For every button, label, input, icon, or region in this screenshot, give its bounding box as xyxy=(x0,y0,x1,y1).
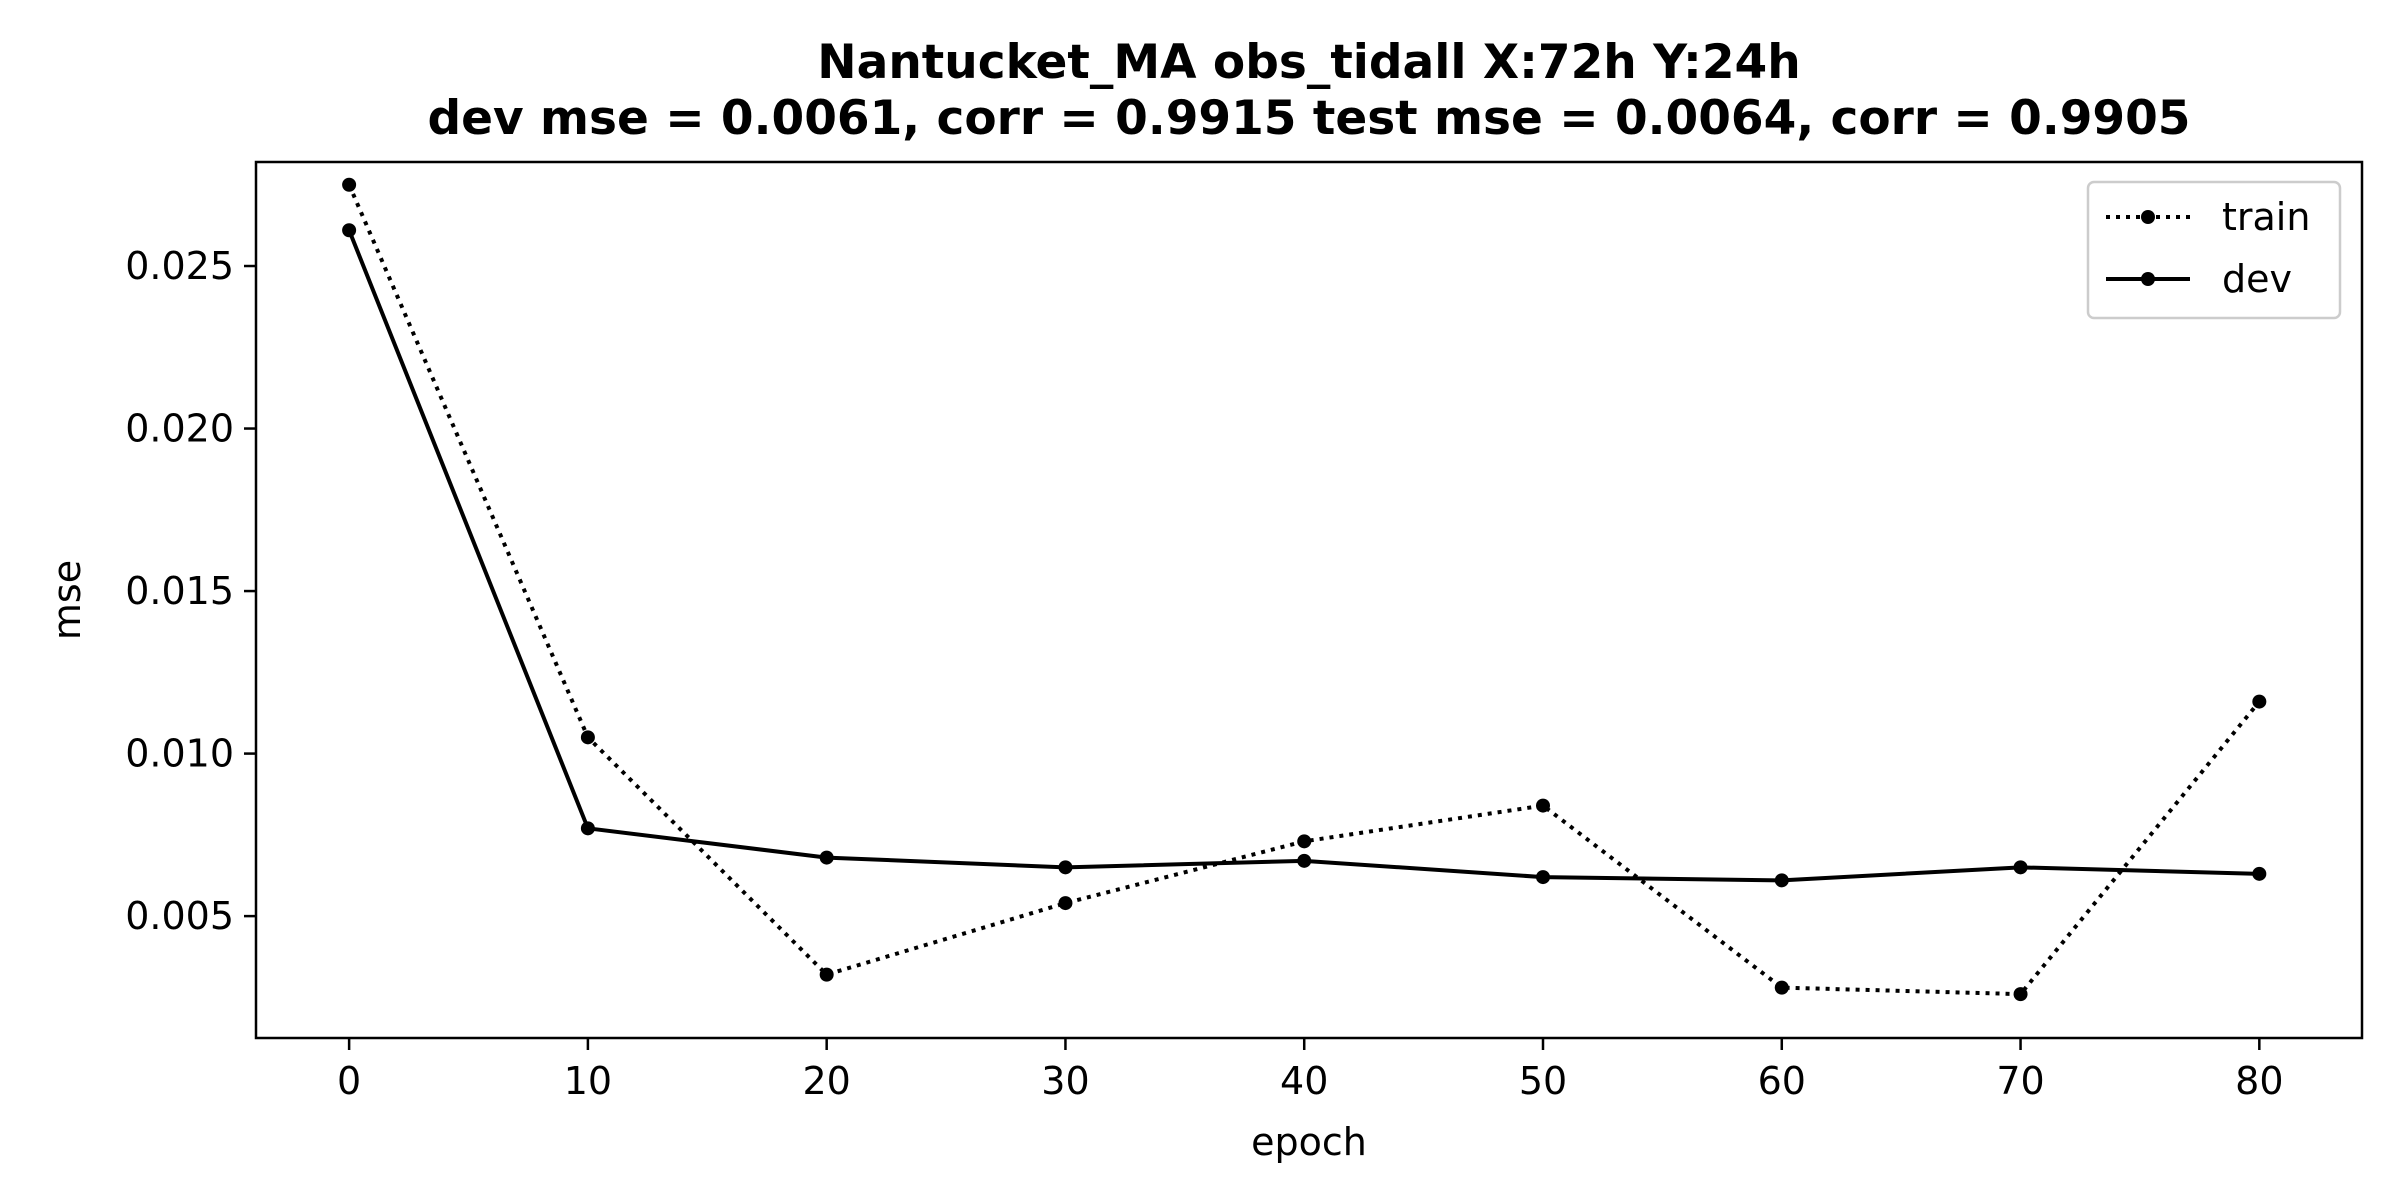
data-point-dev xyxy=(1058,860,1073,875)
data-point-dev xyxy=(580,821,595,836)
data-point-train xyxy=(1536,798,1550,813)
data-point-train xyxy=(819,967,834,982)
data-point-dev xyxy=(2252,866,2267,881)
data-point-dev xyxy=(819,850,834,865)
legend: train dev xyxy=(2086,180,2342,320)
x-tick-label: 0 xyxy=(337,1059,361,1103)
data-point-dev xyxy=(1774,873,1789,888)
data-point-dev xyxy=(1297,853,1312,868)
y-tick-label: 0.020 xyxy=(125,407,234,451)
chart-title: Nantucket_MA obs_tidall X:72h Y:24h xyxy=(817,35,1800,90)
data-point-train xyxy=(1297,834,1312,849)
legend-dev-marker xyxy=(2141,272,2155,286)
x-tick-label: 40 xyxy=(1280,1059,1328,1103)
data-point-train xyxy=(2252,694,2267,709)
chart-subtitle: dev mse = 0.0061, corr = 0.9915 test mse… xyxy=(427,91,2190,146)
y-axis-ticks: 0.005 0.010 0.015 0.020 0.025 xyxy=(125,244,256,938)
y-tick-label: 0.025 xyxy=(125,244,234,288)
legend-train-label: train xyxy=(2222,195,2310,239)
x-axis-ticks: 0 10 20 30 40 50 60 70 80 xyxy=(337,1038,2284,1103)
data-point-dev xyxy=(1536,870,1550,885)
x-axis-label: epoch xyxy=(1251,1120,1367,1164)
data-point-dev xyxy=(2013,860,2028,875)
x-tick-label: 30 xyxy=(1041,1059,1089,1103)
data-point-train xyxy=(1774,980,1789,995)
data-point-train xyxy=(342,177,357,192)
data-point-train xyxy=(1058,896,1073,911)
y-tick-label: 0.005 xyxy=(125,894,234,938)
x-tick-label: 20 xyxy=(802,1059,850,1103)
x-tick-label: 80 xyxy=(2235,1059,2283,1103)
y-tick-label: 0.010 xyxy=(125,732,234,776)
legend-dev-label: dev xyxy=(2222,257,2292,301)
data-point-dev xyxy=(342,223,357,238)
y-tick-label: 0.015 xyxy=(125,569,234,613)
x-tick-label: 70 xyxy=(1996,1059,2044,1103)
plot-frame xyxy=(254,160,2364,1040)
y-axis-label: mse xyxy=(45,560,89,640)
plot-marks xyxy=(342,177,2267,1002)
data-point-train xyxy=(2013,987,2028,1002)
data-point-train xyxy=(580,730,595,745)
x-tick-label: 10 xyxy=(564,1059,612,1103)
x-tick-label: 60 xyxy=(1758,1059,1806,1103)
legend-train-marker xyxy=(2141,210,2155,224)
x-tick-label: 50 xyxy=(1519,1059,1567,1103)
